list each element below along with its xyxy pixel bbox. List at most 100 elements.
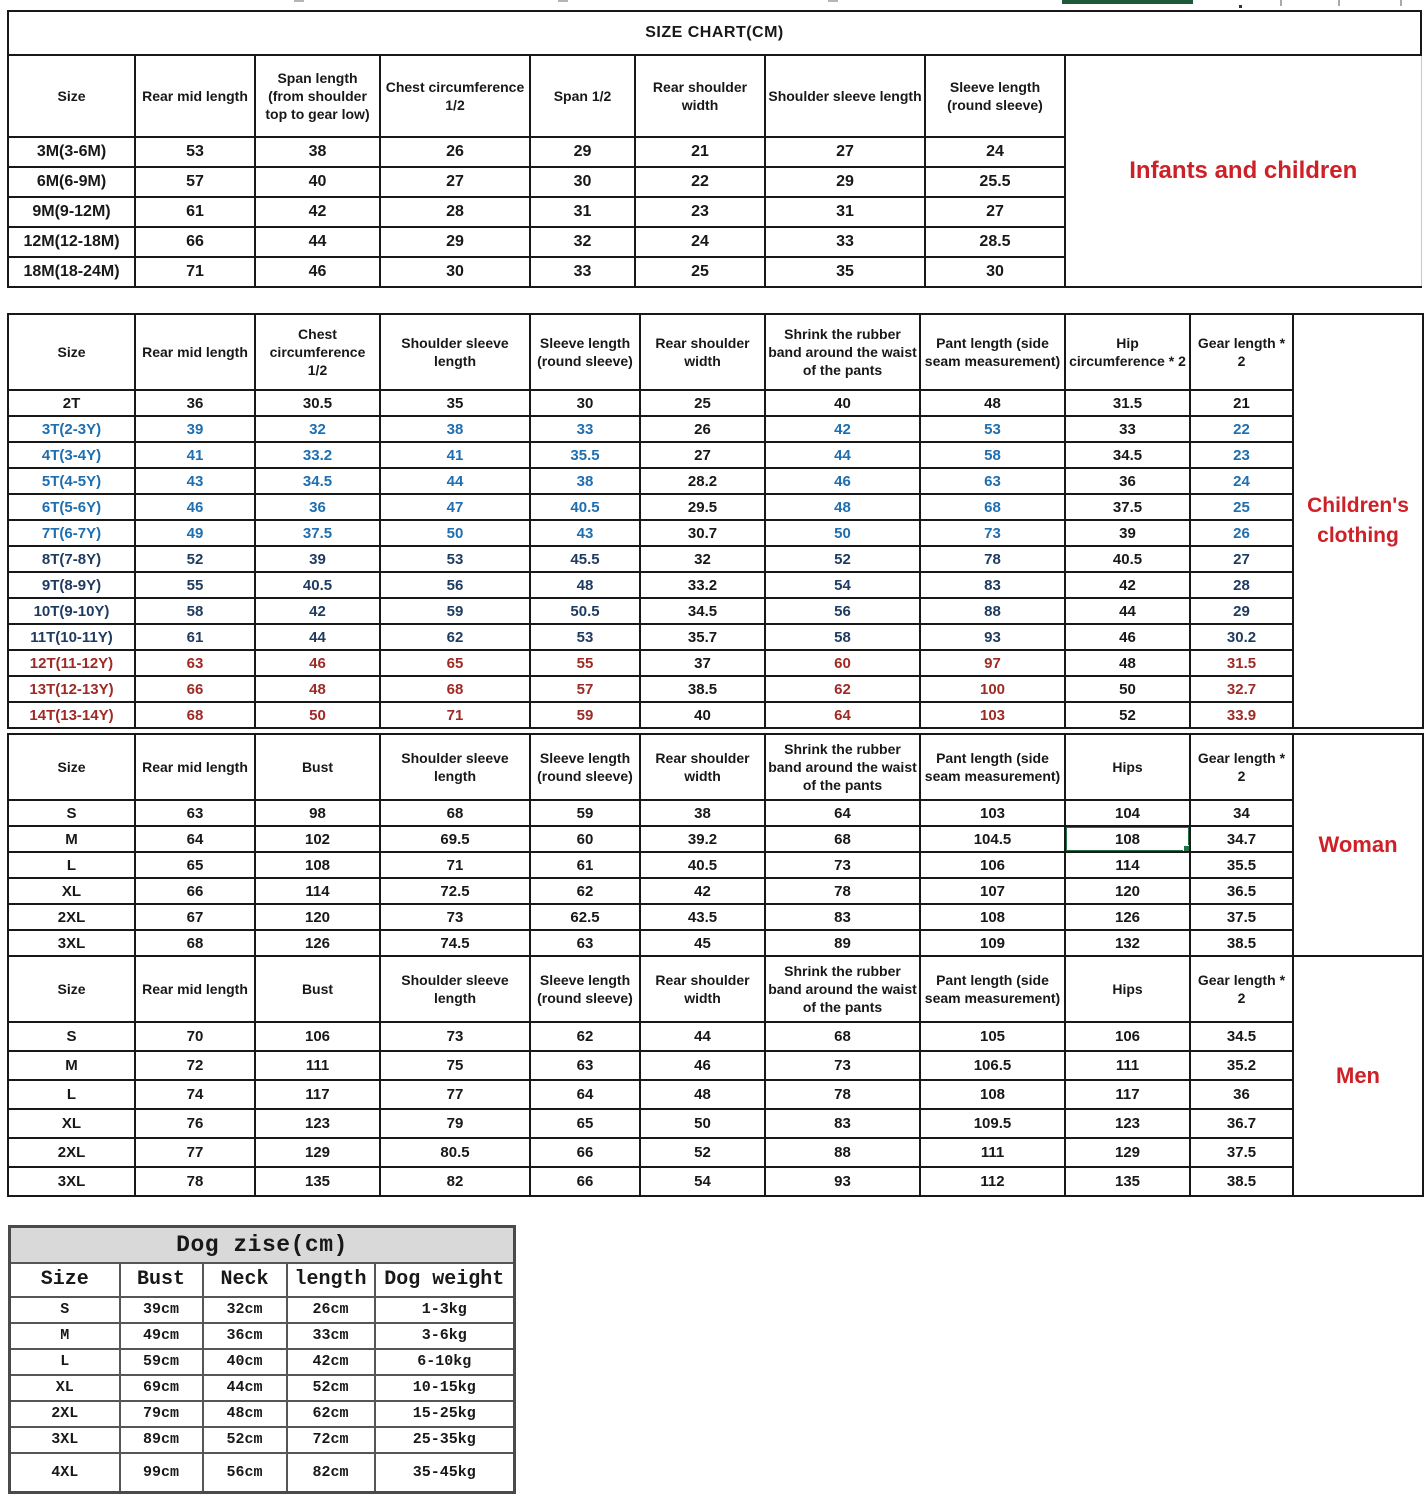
cell: 44 — [379, 467, 531, 495]
column-header: Bust — [254, 955, 381, 1023]
cell: 26 — [379, 136, 531, 168]
cell: 106 — [254, 1021, 381, 1052]
cell: 48 — [254, 675, 381, 703]
cell: M — [7, 825, 136, 853]
cell: XL — [7, 1108, 136, 1139]
cell: 109.5 — [919, 1108, 1066, 1139]
cell: 50 — [254, 701, 381, 729]
cell: 99cm — [118, 1451, 204, 1494]
cell: 62cm — [285, 1399, 376, 1428]
table-row: 3M(3-6M) 53 38 26 29 21 27 24 — [7, 136, 1421, 168]
cell: 62 — [529, 1021, 641, 1052]
cell: 46 — [254, 256, 381, 288]
cell: 120 — [1064, 877, 1191, 905]
cell: 129 — [254, 1137, 381, 1168]
cell: 44 — [1064, 597, 1191, 625]
cell: 29.5 — [639, 493, 766, 521]
cell: 41 — [379, 441, 531, 469]
cell: 57 — [134, 166, 256, 198]
cell: M — [7, 1050, 136, 1081]
cell: 2XL — [7, 1137, 136, 1168]
cell: 36.7 — [1189, 1108, 1294, 1139]
cell: 109 — [919, 929, 1066, 957]
cell: 63 — [919, 467, 1066, 495]
column-header: Shoulder sleeve length — [379, 955, 531, 1023]
cell: 64 — [764, 799, 921, 827]
table-title: SIZE CHART(CM) — [7, 10, 1422, 56]
table-row: 6M(6-9M) 57 40 27 30 22 29 25.5 — [7, 166, 1421, 198]
cell: 28.5 — [924, 226, 1066, 258]
cell: 3XL — [8, 1425, 121, 1454]
cell: 64 — [764, 701, 921, 729]
cell: 29 — [379, 226, 531, 258]
column-header: Size — [7, 733, 136, 801]
cell: 68 — [764, 825, 921, 853]
group-label: Woman — [1318, 832, 1398, 858]
cell: 45 — [639, 929, 766, 957]
column-header: Sleeve length (round sleeve) — [924, 54, 1066, 138]
cell: 6M(6-9M) — [7, 166, 136, 198]
cell: 37.5 — [254, 519, 381, 547]
column-header: Size — [7, 955, 136, 1023]
cell: 62.5 — [529, 903, 641, 931]
cell: 103 — [919, 701, 1066, 729]
cell: 93 — [919, 623, 1066, 651]
table-row: XL 76 123 79 65 50 83 109.5 123 36.7 — [7, 1108, 1423, 1139]
table-row: XL 69cm 44cm 52cm 10-15kg — [8, 1373, 516, 1402]
cell: 36 — [1064, 467, 1191, 495]
group-label: Infants and children — [1129, 156, 1358, 184]
cell: 2XL — [8, 1399, 121, 1428]
cell: 111 — [1064, 1050, 1191, 1081]
cell: 46 — [134, 493, 256, 521]
column-header: Dog weight — [373, 1261, 516, 1298]
cell: 93 — [764, 1166, 921, 1197]
column-header: Shoulder sleeve length — [379, 733, 531, 801]
cell: 38 — [639, 799, 766, 827]
grid-tick — [828, 0, 838, 2]
column-header: Size — [7, 54, 136, 138]
cell: 22 — [634, 166, 766, 198]
cell: 44cm — [201, 1373, 288, 1402]
cell: M — [8, 1321, 121, 1350]
cell: 52 — [764, 545, 921, 573]
cell: 55 — [529, 649, 641, 677]
cell: 27 — [1189, 545, 1294, 573]
cell: 2XL — [7, 903, 136, 931]
cell: 77 — [134, 1137, 256, 1168]
column-header: Size — [7, 313, 136, 391]
cell: 40.5 — [529, 493, 641, 521]
cell: 106 — [1064, 1021, 1191, 1052]
cell: 3XL — [7, 1166, 136, 1197]
cell: 126 — [254, 929, 381, 957]
cell: 30.2 — [1189, 623, 1294, 651]
table-row: 7T(6-7Y) 49 37.5 50 43 30.7 50 73 39 26 — [7, 519, 1423, 547]
cell: 66 — [134, 675, 256, 703]
cell: 7T(6-7Y) — [7, 519, 136, 547]
column-header: Rear mid length — [134, 54, 256, 138]
column-header: Gear length * 2 — [1189, 955, 1294, 1023]
cell: 50.5 — [529, 597, 641, 625]
cell: 52cm — [285, 1373, 376, 1402]
cell: 38 — [254, 136, 381, 168]
cell: 6T(5-6Y) — [7, 493, 136, 521]
cell: 65 — [529, 1108, 641, 1139]
cell: 52 — [1064, 701, 1191, 729]
cell: 4T(3-4Y) — [7, 441, 136, 469]
cell: 27 — [639, 441, 766, 469]
cell: 50 — [1064, 675, 1191, 703]
cell: 120 — [254, 903, 381, 931]
cell: 50 — [764, 519, 921, 547]
cell: 11T(10-11Y) — [7, 623, 136, 651]
table-row: 6T(5-6Y) 46 36 47 40.5 29.5 48 68 37.5 25 — [7, 493, 1423, 521]
table-row: 11T(10-11Y) 61 44 62 53 35.7 58 93 46 30.2 — [7, 623, 1423, 651]
cell: 31.5 — [1189, 649, 1294, 677]
column-header: Shrink the rubber band around the waist … — [764, 313, 921, 391]
cell: 52 — [639, 1137, 766, 1168]
cell: 73 — [919, 519, 1066, 547]
cell: 89 — [764, 929, 921, 957]
table-row: 5T(4-5Y) 43 34.5 44 38 28.2 46 63 36 24 — [7, 467, 1423, 495]
cell: 49 — [134, 519, 256, 547]
table-row: 18M(18-24M) 71 46 30 33 25 35 30 — [7, 256, 1421, 288]
cell: 129 — [1064, 1137, 1191, 1168]
column-header: Shoulder sleeve length — [379, 313, 531, 391]
